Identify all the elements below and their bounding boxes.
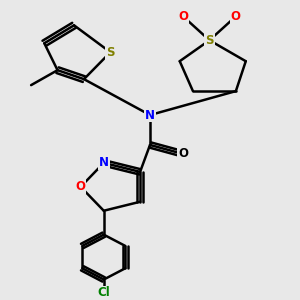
Text: S: S [205, 34, 214, 47]
Text: O: O [76, 180, 85, 193]
Text: N: N [99, 156, 109, 170]
Text: O: O [231, 10, 241, 23]
Text: Cl: Cl [98, 286, 110, 299]
Text: S: S [106, 46, 115, 59]
Text: O: O [178, 147, 188, 161]
Text: O: O [178, 10, 188, 23]
Text: N: N [145, 109, 155, 122]
